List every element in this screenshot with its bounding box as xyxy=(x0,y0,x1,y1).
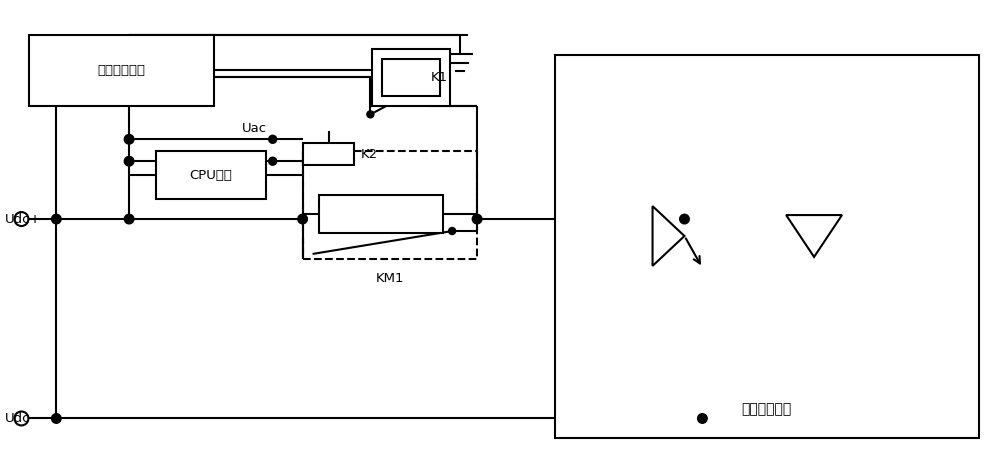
Bar xyxy=(303,143,354,165)
Text: CPU模块: CPU模块 xyxy=(189,169,232,182)
Bar xyxy=(303,151,477,259)
Circle shape xyxy=(449,227,456,235)
Bar xyxy=(319,195,443,233)
Circle shape xyxy=(269,135,277,143)
Text: Uac: Uac xyxy=(242,122,267,135)
Circle shape xyxy=(472,214,482,224)
Bar xyxy=(29,34,214,106)
Circle shape xyxy=(52,214,61,224)
Text: 极性检测模块: 极性检测模块 xyxy=(98,64,146,77)
Text: K1: K1 xyxy=(431,71,448,84)
Bar xyxy=(156,151,266,199)
Bar xyxy=(382,58,440,97)
Circle shape xyxy=(698,414,707,423)
Circle shape xyxy=(124,156,134,166)
Circle shape xyxy=(269,157,277,165)
Text: Udc-: Udc- xyxy=(4,412,35,425)
Text: KM1: KM1 xyxy=(376,272,404,285)
Circle shape xyxy=(680,214,689,224)
Circle shape xyxy=(124,135,134,144)
Circle shape xyxy=(367,111,374,118)
Bar xyxy=(372,49,450,106)
Circle shape xyxy=(298,214,307,224)
Text: Udc+: Udc+ xyxy=(4,212,41,226)
Circle shape xyxy=(124,214,134,224)
Text: K2: K2 xyxy=(360,148,378,161)
Bar xyxy=(555,55,979,439)
Text: 功率转换模块: 功率转换模块 xyxy=(742,402,792,416)
Circle shape xyxy=(52,414,61,423)
